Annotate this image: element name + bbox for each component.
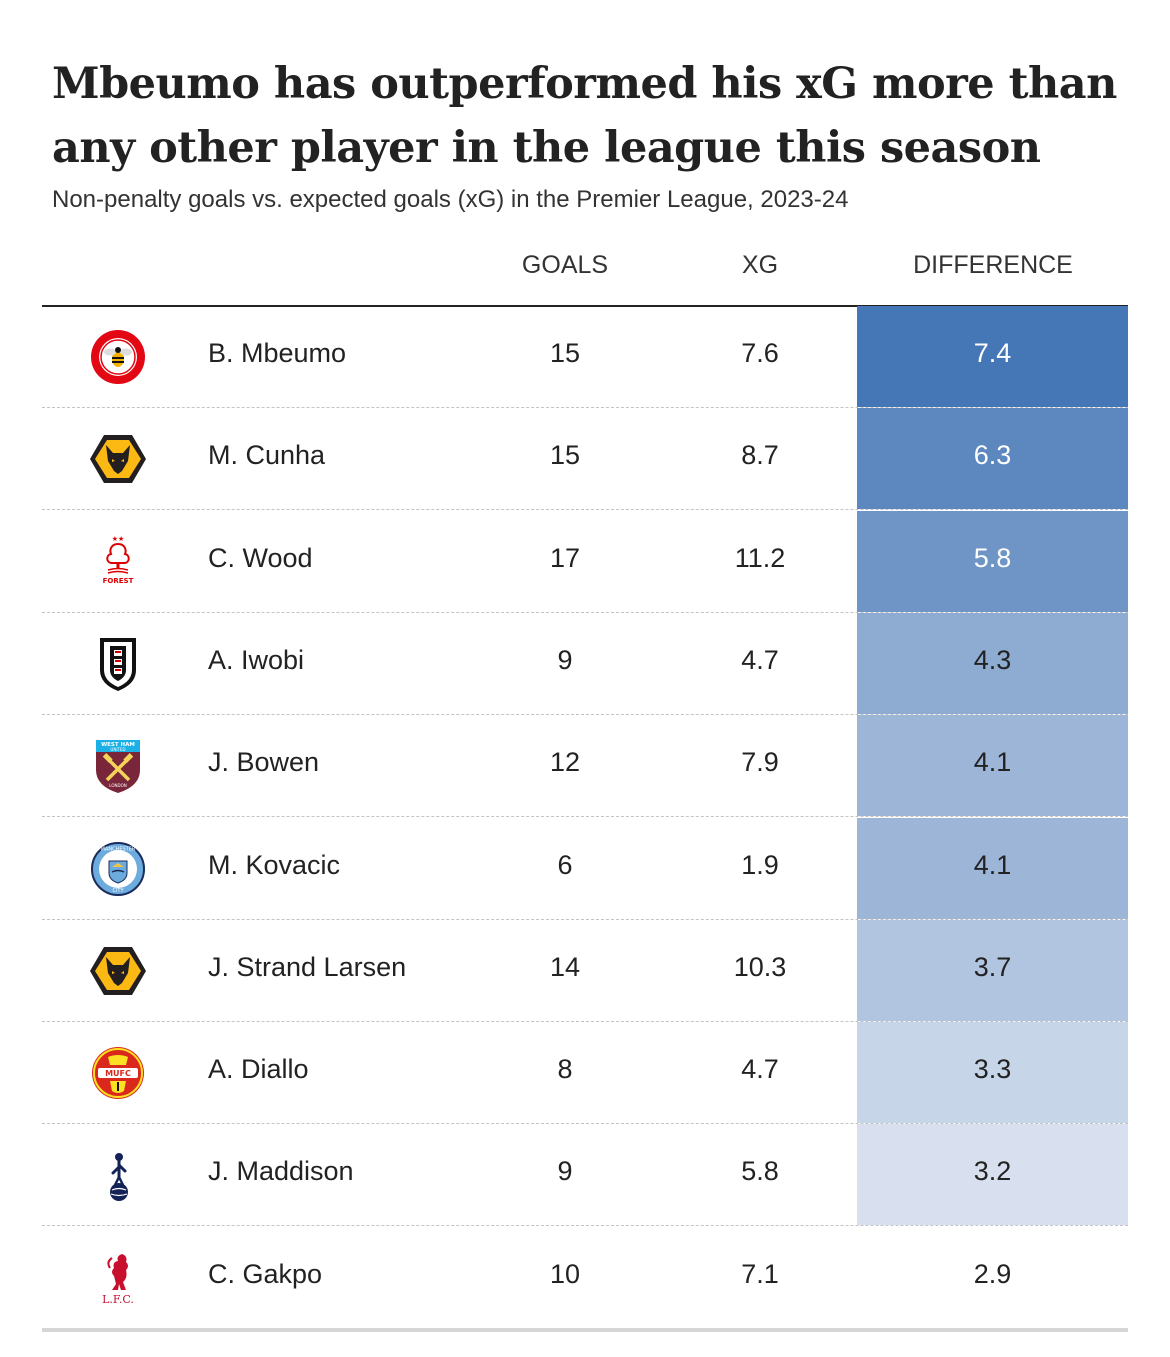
difference-value: 6.3 <box>973 440 1012 471</box>
difference-value: 2.9 <box>973 1258 1012 1289</box>
table-row: M. Cunha 15 8.7 6.3 <box>42 408 1128 511</box>
row-separator <box>42 713 1128 715</box>
table-row: MANCHESTER CITY M. Kovacic 6 1.9 4.1 <box>42 817 1128 920</box>
difference-cell-shade <box>857 510 1128 612</box>
svg-text:MUFC: MUFC <box>105 1069 131 1078</box>
goals-value: 15 <box>549 440 581 471</box>
difference-cell-shade <box>857 919 1128 1021</box>
row-separator <box>42 1123 1128 1125</box>
goals-value: 14 <box>549 951 581 982</box>
manchester-united-crest-icon: MUFC <box>88 1043 148 1103</box>
player-name: C. Wood <box>208 542 313 573</box>
west-ham-crest-icon: WEST HAM UNITED LONDON <box>88 736 148 796</box>
difference-value: 5.8 <box>973 542 1012 573</box>
goals-value: 6 <box>557 849 573 880</box>
player-name: J. Maddison <box>208 1156 354 1187</box>
fulham-crest-icon <box>88 634 148 694</box>
difference-cell-shade <box>857 306 1128 407</box>
difference-value: 3.7 <box>973 951 1012 982</box>
column-header-goals: GOALS <box>521 251 609 279</box>
player-name: J. Bowen <box>208 747 320 778</box>
wolves-crest-icon <box>88 429 148 489</box>
xg-value: 4.7 <box>741 644 779 675</box>
row-separator <box>42 611 1128 613</box>
svg-text:LONDON: LONDON <box>109 783 126 788</box>
svg-text:L.F.C.: L.F.C. <box>102 1293 134 1306</box>
svg-text:UNITED: UNITED <box>110 747 125 752</box>
goals-value: 8 <box>557 1054 573 1085</box>
xg-value: 8.7 <box>741 440 779 471</box>
table-row: MUFC A. Diallo 8 4.7 3.3 <box>42 1022 1128 1125</box>
xg-value: 11.2 <box>734 542 786 573</box>
xg-value: 7.9 <box>741 747 779 778</box>
player-name: A. Iwobi <box>208 644 305 675</box>
difference-value: 3.2 <box>973 1156 1012 1187</box>
table-row: WEST HAM UNITED LONDON J. Bowen 12 7.9 4.1 <box>42 715 1128 818</box>
svg-text:CITY: CITY <box>112 888 124 894</box>
xg-value: 1.9 <box>741 849 779 880</box>
table-row: J. Strand Larsen 14 10.3 3.7 <box>42 919 1128 1022</box>
chart-subtitle: Non-penalty goals vs. expected goals (xG… <box>52 186 849 213</box>
table-row: ★★ FOREST C. Wood 17 11.2 5.8 <box>42 510 1128 613</box>
table-row: B. Mbeumo 15 7.6 7.4 <box>42 306 1128 408</box>
goals-value: 15 <box>549 338 581 368</box>
player-name: C. Gakpo <box>208 1258 323 1289</box>
goals-value: 9 <box>557 1156 573 1187</box>
difference-cell-shade <box>857 1022 1128 1124</box>
table-top-rule <box>42 305 1128 307</box>
row-separator <box>42 1225 1128 1227</box>
player-name: A. Diallo <box>208 1054 309 1085</box>
liverpool-crest-icon: L.F.C. <box>88 1248 148 1308</box>
player-name: M. Kovacic <box>208 849 341 880</box>
wolves-crest-icon <box>88 941 148 1001</box>
difference-value: 7.4 <box>973 338 1012 368</box>
xg-value: 7.6 <box>741 338 779 368</box>
nottingham-forest-crest-icon: ★★ FOREST <box>88 532 148 592</box>
player-name: B. Mbeumo <box>208 338 347 368</box>
table-bottom-rule <box>42 1328 1128 1332</box>
xg-value: 4.7 <box>741 1054 779 1085</box>
difference-value: 4.1 <box>973 747 1012 778</box>
difference-cell-shade <box>857 612 1128 714</box>
column-header-xg: XG <box>741 251 779 279</box>
table-row: J. Maddison 9 5.8 3.2 <box>42 1124 1128 1227</box>
goals-value: 17 <box>549 542 581 573</box>
manchester-city-crest-icon: MANCHESTER CITY <box>88 839 148 899</box>
table-row: L.F.C. C. Gakpo 10 7.1 2.9 <box>42 1227 1128 1329</box>
xg-value: 5.8 <box>741 1156 779 1187</box>
player-name: J. Strand Larsen <box>208 951 407 982</box>
xg-value: 10.3 <box>733 951 787 982</box>
difference-cell-shade <box>857 1124 1128 1226</box>
svg-text:FOREST: FOREST <box>103 577 134 585</box>
difference-cell-shade <box>857 817 1128 919</box>
svg-text:WEST HAM: WEST HAM <box>101 742 135 748</box>
difference-value: 4.1 <box>973 849 1012 880</box>
row-separator <box>42 407 1128 408</box>
player-name: M. Cunha <box>208 440 326 471</box>
row-separator <box>42 1020 1128 1022</box>
svg-text:★★: ★★ <box>112 535 125 543</box>
goals-value: 9 <box>557 644 573 675</box>
goals-value: 12 <box>549 747 581 778</box>
row-separator <box>42 918 1128 920</box>
tottenham-crest-icon <box>88 1145 148 1205</box>
goals-value: 10 <box>549 1258 581 1289</box>
svg-text:MANCHESTER: MANCHESTER <box>101 846 136 852</box>
brentford-crest-icon <box>88 327 148 387</box>
difference-cell-shade <box>857 408 1128 510</box>
column-header-difference: DIFFERENCE <box>913 251 1073 279</box>
difference-value: 4.3 <box>973 644 1012 675</box>
table-row: A. Iwobi 9 4.7 4.3 <box>42 612 1128 715</box>
xg-value: 7.1 <box>741 1258 779 1289</box>
row-separator <box>42 509 1128 511</box>
difference-value: 3.3 <box>973 1054 1012 1085</box>
chart-title: Mbeumo has outperformed his xG more than… <box>52 59 1117 173</box>
row-separator <box>42 816 1128 818</box>
difference-cell-shade <box>857 715 1128 817</box>
